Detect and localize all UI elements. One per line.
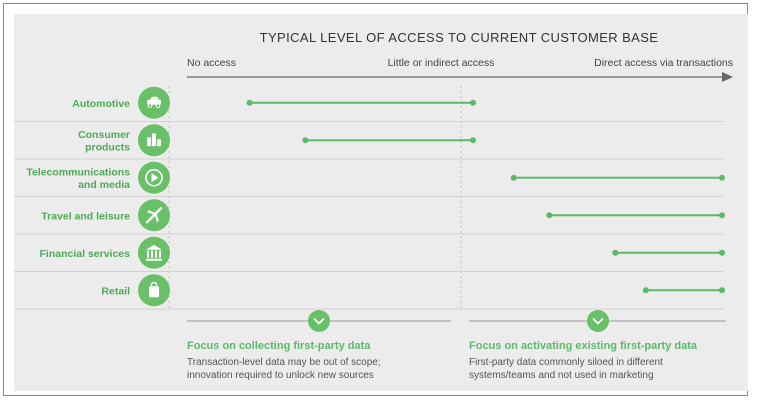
shopping-bag-icon	[138, 274, 170, 307]
range-chart: TYPICAL LEVEL OF ACCESS TO CURRENT CUSTO…	[14, 30, 733, 381]
bank-icon	[138, 236, 170, 269]
range-start-point	[246, 99, 253, 106]
focus-description: First-party data commonly siloed in diff…	[469, 357, 663, 368]
range-start-point	[642, 287, 649, 294]
category-label: Consumer products	[78, 129, 130, 154]
chevron-down-icon	[308, 310, 330, 332]
range-end-point	[719, 174, 725, 181]
axis: No access Little or indirect access Direct…	[187, 57, 733, 82]
category-label: Automotive	[72, 98, 130, 110]
category-row: Retail	[14, 274, 725, 310]
range-start-point	[546, 212, 553, 219]
range-start-point	[510, 174, 517, 181]
chart-title: TYPICAL LEVEL OF ACCESS TO CURRENT CUSTO…	[260, 30, 659, 45]
range-end-point	[719, 249, 725, 256]
car-icon	[138, 86, 170, 119]
focus-description: innovation required to unlock new source…	[187, 370, 374, 381]
chart-panel: TYPICAL LEVEL OF ACCESS TO CURRENT CUSTO…	[14, 14, 748, 391]
play-icon	[138, 161, 170, 194]
range-start-point	[612, 249, 619, 256]
category-label: Financial services	[40, 248, 131, 260]
category-label: Travel and leisure	[41, 210, 130, 222]
range-start-point	[302, 137, 309, 144]
range-end-point	[719, 287, 725, 294]
focus-title: Focus on activating existing first-party…	[469, 340, 698, 352]
focus-block: Focus on activating existing first-party…	[469, 310, 726, 381]
chart-frame: TYPICAL LEVEL OF ACCESS TO CURRENT CUSTO…	[3, 3, 748, 396]
category-row: Travel and leisure	[14, 199, 725, 235]
focus-description: Transaction-level data may be out of sco…	[187, 357, 381, 368]
axis-label: Direct access via transactions	[594, 57, 733, 69]
bottles-icon	[138, 124, 170, 157]
category-row: Telecommunications and media	[14, 161, 725, 197]
category-row: Automotive	[14, 86, 724, 122]
category-row: Consumer products	[14, 124, 724, 160]
category-row: Financial services	[14, 236, 725, 272]
category-label: Telecommunications and media	[26, 167, 130, 192]
axis-arrowhead	[722, 72, 733, 82]
range-end-point	[470, 137, 477, 144]
axis-label: No access	[187, 57, 236, 69]
focus-section: Focus on collecting first-party data Tran…	[187, 310, 726, 381]
focus-description: systems/teams and not used in marketing	[469, 370, 654, 381]
range-end-point	[470, 99, 477, 106]
focus-title: Focus on collecting first-party data	[187, 340, 371, 352]
range-end-point	[719, 212, 725, 219]
category-label: Retail	[101, 285, 130, 297]
focus-block: Focus on collecting first-party data Tran…	[187, 310, 451, 381]
chevron-down-icon	[587, 310, 609, 332]
airplane-icon	[138, 199, 170, 232]
axis-label: Little or indirect access	[388, 57, 495, 69]
category-rows: Automotive Consumer products Telecommunicat…	[14, 86, 725, 311]
